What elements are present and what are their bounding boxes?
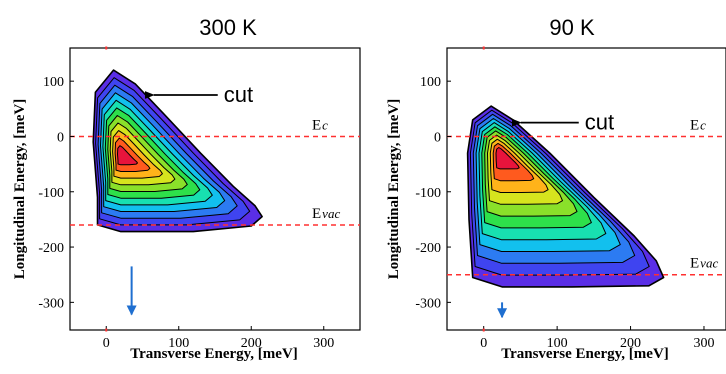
ticks-300k: 0 100 200 300 100 0 -100 -200 -300 xyxy=(38,46,334,351)
ticks-90k: 0 100 200 300 100 0 -100 -200 -300 xyxy=(415,46,714,351)
x-tick-label: 0 xyxy=(480,336,487,351)
y-tick-label: 0 xyxy=(57,130,64,145)
panel-title-90k: 90 K xyxy=(549,15,595,40)
ref-label-c: Ec xyxy=(312,117,328,133)
cut-label: cut xyxy=(585,110,614,135)
x-tick-label: 300 xyxy=(693,336,714,351)
annotations-90k: cut xyxy=(497,110,614,319)
x-axis-label-90k: Transverse Energy, [meV] xyxy=(501,346,669,362)
contour-level-10 xyxy=(117,145,138,166)
ref-label-vac: Evac xyxy=(312,206,340,222)
y-axis-label-300k: Longitudinal Energy, [meV] xyxy=(12,99,28,279)
panel-title-300k: 300 K xyxy=(199,15,257,40)
x-tick-label: 100 xyxy=(168,336,189,351)
y-axis-label-90k: Longitudinal Energy, [meV] xyxy=(386,99,402,279)
contour-layers-90k xyxy=(466,105,665,288)
contour-level-10 xyxy=(495,147,520,170)
y-tick-label: 100 xyxy=(43,75,64,90)
plot-frame-90k xyxy=(446,47,726,331)
ref-label-vac: Evac xyxy=(690,256,718,272)
x-axis-label-300k: Transverse Energy, [meV] xyxy=(130,346,298,362)
y-tick-label: -100 xyxy=(38,186,64,201)
cut-label: cut xyxy=(224,82,253,107)
panel-90k: 90 K Ec Evac 0 100 200 300 100 0 -100 -200 -300 c… xyxy=(386,15,726,362)
y-tick-label: -100 xyxy=(415,186,441,201)
reference-lines-90k: Ec Evac xyxy=(447,117,726,276)
plot-frame-300k xyxy=(69,47,361,331)
reference-lines-300k: Ec Evac xyxy=(70,117,360,226)
x-tick-label: 200 xyxy=(241,336,262,351)
y-tick-label: 0 xyxy=(434,130,441,145)
x-tick-label: 200 xyxy=(620,336,641,351)
x-tick-label: 0 xyxy=(103,336,110,351)
x-tick-label: 300 xyxy=(313,336,334,351)
y-tick-label: -200 xyxy=(415,241,441,256)
y-tick-label: -300 xyxy=(415,296,441,311)
annotations-300k: cut xyxy=(126,82,253,316)
y-tick-label: -200 xyxy=(38,241,64,256)
x-tick-label: 100 xyxy=(547,336,568,351)
contour-layers-300k xyxy=(92,69,263,233)
ref-label-c: Ec xyxy=(690,117,706,133)
y-tick-label: -300 xyxy=(38,296,64,311)
y-tick-label: 100 xyxy=(420,75,441,90)
